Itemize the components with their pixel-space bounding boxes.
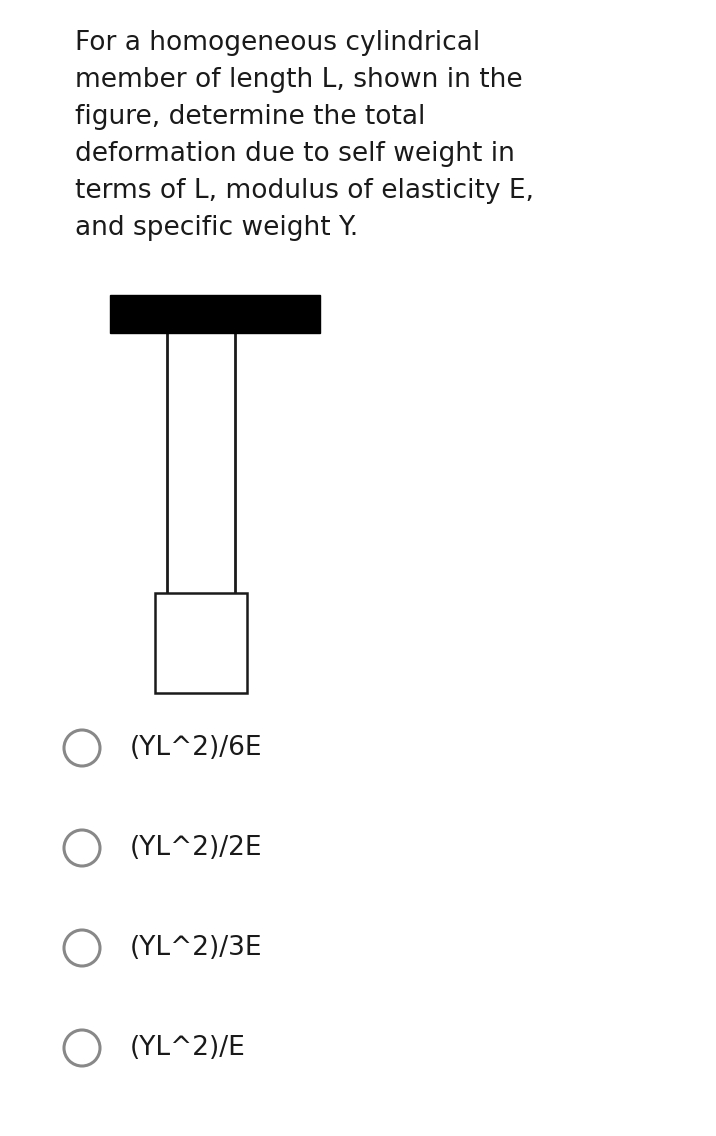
Text: (YL^2)/6E: (YL^2)/6E — [130, 735, 263, 761]
Text: (YL^2)/3E: (YL^2)/3E — [130, 935, 263, 961]
Text: (YL^2)/E: (YL^2)/E — [130, 1035, 246, 1061]
Text: (YL^2)/2E: (YL^2)/2E — [130, 835, 263, 861]
Bar — [155, 593, 247, 693]
Bar — [110, 295, 320, 333]
Text: For a homogeneous cylindrical
member of length L, shown in the
figure, determine: For a homogeneous cylindrical member of … — [75, 30, 534, 241]
